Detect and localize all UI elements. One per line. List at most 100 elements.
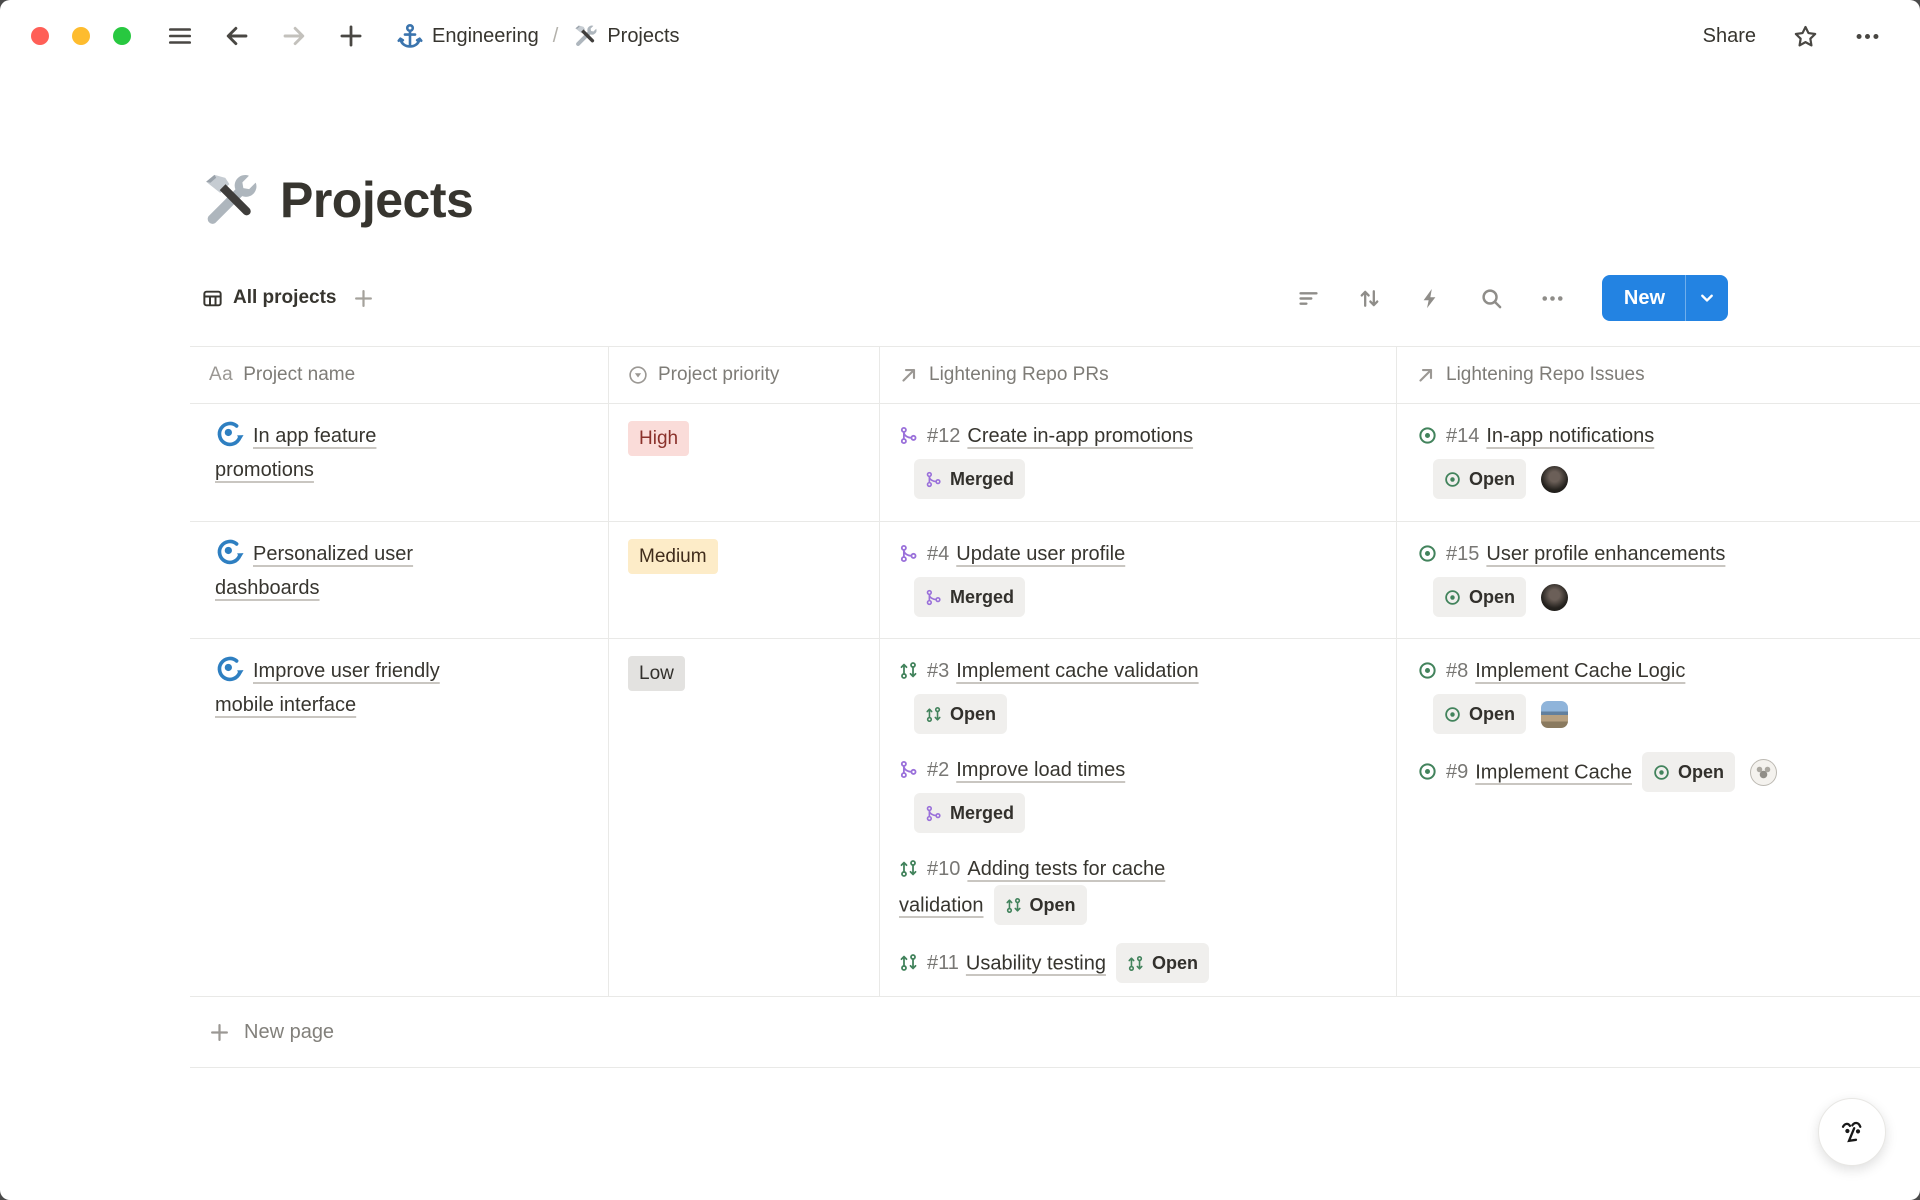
column-header-repo-issues[interactable]: Lightening Repo Issues xyxy=(1397,346,1920,404)
nav-icons xyxy=(167,23,364,49)
status-badge-merged: Merged xyxy=(914,793,1026,833)
issue-open-icon xyxy=(1418,544,1437,563)
cell-repo-issues[interactable]: #14 In-app notifications Open xyxy=(1397,404,1920,522)
pr-title-link[interactable]: Improve load times xyxy=(956,759,1126,781)
new-page-row[interactable]: New page xyxy=(190,997,1920,1068)
cell-project-name[interactable]: Improve user friendly mobile interface xyxy=(190,639,609,997)
issue-entry: #15 User profile enhancements Open xyxy=(1418,537,1900,618)
project-name-link[interactable]: Personalized user dashboards xyxy=(215,543,414,599)
project-name-link[interactable]: In app feature promotions xyxy=(215,425,377,481)
view-tab-label: All projects xyxy=(233,287,337,308)
breadcrumb-separator: / xyxy=(552,24,559,47)
column-header-project-name[interactable]: Aa Project name xyxy=(190,346,609,404)
status-badge-open: Open xyxy=(1115,943,1209,983)
column-header-label: Project priority xyxy=(658,364,780,385)
issue-title-link[interactable]: Implement Cache Logic xyxy=(1475,660,1686,682)
issue-title-link[interactable]: User profile enhancements xyxy=(1486,543,1726,565)
automation-bolt-icon[interactable] xyxy=(1419,287,1442,310)
new-button-dropdown[interactable] xyxy=(1685,275,1728,321)
project-cycle-icon xyxy=(215,538,244,567)
pr-entry: #2 Improve load times Merged xyxy=(899,753,1248,834)
issue-open-icon xyxy=(1418,426,1437,445)
forward-icon[interactable] xyxy=(281,23,307,49)
sidebar-menu-icon[interactable] xyxy=(167,23,193,49)
breadcrumb-workspace[interactable]: Engineering xyxy=(397,23,539,49)
pr-open-icon xyxy=(899,953,918,972)
filter-icon[interactable] xyxy=(1297,287,1320,310)
project-cycle-icon xyxy=(215,655,244,684)
project-name-link[interactable]: Improve user friendly mobile interface xyxy=(215,660,440,716)
hammer-wrench-page-icon[interactable] xyxy=(198,169,260,231)
minimize-window-button[interactable] xyxy=(72,27,90,45)
cell-project-priority[interactable]: Low xyxy=(609,639,880,997)
page-title-block: Projects xyxy=(190,169,1920,231)
cell-repo-issues[interactable]: #15 User profile enhancements Open xyxy=(1397,522,1920,639)
new-button[interactable]: New xyxy=(1602,275,1685,321)
cell-repo-issues[interactable]: #8 Implement Cache Logic Open #9 Implement… xyxy=(1397,639,1920,997)
status-badge-merged: Merged xyxy=(914,459,1026,499)
git-merge-icon xyxy=(925,589,942,606)
arrow-up-right-icon xyxy=(1416,365,1436,385)
cell-repo-prs[interactable]: #3 Implement cache validation Open #2 Impr… xyxy=(880,639,1397,997)
breadcrumb: Engineering / Projects xyxy=(397,23,680,49)
cell-project-priority[interactable]: High xyxy=(609,404,880,522)
view-options-dots-icon[interactable] xyxy=(1541,287,1564,310)
pr-title-link[interactable]: Create in-app promotions xyxy=(967,425,1194,447)
view-tab-all-projects[interactable]: All projects xyxy=(202,287,336,309)
column-header-project-priority[interactable]: Project priority xyxy=(609,346,880,404)
ai-face-icon xyxy=(1832,1112,1872,1152)
cell-repo-prs[interactable]: #4 Update user profile Merged xyxy=(880,522,1397,639)
pr-entry: #12 Create in-app promotions Merged xyxy=(899,419,1248,500)
pr-title-link[interactable]: Update user profile xyxy=(956,543,1126,565)
assignee-avatar xyxy=(1750,758,1778,786)
status-badge-merged: Merged xyxy=(914,577,1026,617)
issue-open-icon xyxy=(1418,661,1437,680)
status-badge-open: Open xyxy=(1433,459,1527,499)
priority-tag-low[interactable]: Low xyxy=(628,656,685,691)
cell-project-name[interactable]: Personalized user dashboards xyxy=(190,522,609,639)
pr-number: #10 xyxy=(927,858,961,880)
new-tab-icon[interactable] xyxy=(338,23,364,49)
search-icon[interactable] xyxy=(1480,287,1503,310)
new-page-label: New page xyxy=(244,1020,335,1043)
back-icon[interactable] xyxy=(224,23,250,49)
breadcrumb-page-label: Projects xyxy=(607,24,680,47)
sort-icon[interactable] xyxy=(1358,287,1381,310)
column-header-repo-prs[interactable]: Lightening Repo PRs xyxy=(880,346,1397,404)
issue-number: #15 xyxy=(1446,543,1480,565)
projects-table: Aa Project name Project priority Lighten… xyxy=(190,346,1920,1068)
zoom-window-button[interactable] xyxy=(113,27,131,45)
hammer-wrench-icon xyxy=(572,23,598,49)
share-button[interactable]: Share xyxy=(1702,24,1756,47)
pr-entry: #4 Update user profile Merged xyxy=(899,537,1248,618)
issue-title-link[interactable]: Implement Cache xyxy=(1475,761,1632,784)
assignee-avatar xyxy=(1541,465,1569,493)
issue-title-link[interactable]: In-app notifications xyxy=(1486,425,1655,447)
priority-tag-medium[interactable]: Medium xyxy=(628,539,718,574)
pr-title-link[interactable]: Adding tests for cache validation xyxy=(899,858,1166,917)
issue-number: #8 xyxy=(1446,660,1469,682)
add-view-icon[interactable] xyxy=(353,288,374,309)
pr-open-icon xyxy=(1005,897,1022,914)
cell-repo-prs[interactable]: #12 Create in-app promotions Merged xyxy=(880,404,1397,522)
close-window-button[interactable] xyxy=(31,27,49,45)
status-badge-open: Open xyxy=(993,885,1087,925)
select-property-icon xyxy=(628,365,648,385)
pr-title-link[interactable]: Implement cache validation xyxy=(956,660,1199,682)
cell-project-name[interactable]: In app feature promotions xyxy=(190,404,609,522)
issue-number: #9 xyxy=(1446,761,1469,784)
anchor-icon xyxy=(397,23,423,49)
priority-tag-high[interactable]: High xyxy=(628,421,690,456)
column-header-label: Lightening Repo PRs xyxy=(929,364,1109,385)
favorite-star-icon[interactable] xyxy=(1793,24,1818,49)
issue-entry: #14 In-app notifications Open xyxy=(1418,419,1900,500)
status-badge-open: Open xyxy=(914,694,1008,734)
cell-project-priority[interactable]: Medium xyxy=(609,522,880,639)
more-options-icon[interactable] xyxy=(1855,24,1880,49)
page-title[interactable]: Projects xyxy=(280,172,474,228)
issue-entry: #8 Implement Cache Logic Open xyxy=(1418,654,1900,735)
pr-title-link[interactable]: Usability testing xyxy=(965,952,1106,975)
breadcrumb-page[interactable]: Projects xyxy=(572,23,680,49)
notion-ai-button[interactable] xyxy=(1818,1098,1886,1166)
issue-entry: #9 Implement Cache Open xyxy=(1418,752,1900,793)
